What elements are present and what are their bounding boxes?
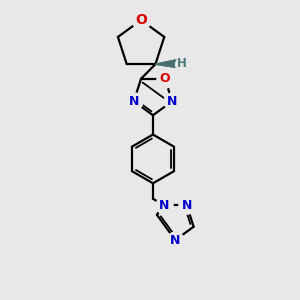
Polygon shape <box>155 60 177 68</box>
Text: O: O <box>160 72 170 85</box>
Text: N: N <box>182 199 192 212</box>
Text: N: N <box>167 95 177 108</box>
Text: N: N <box>129 95 139 108</box>
Text: N: N <box>170 234 181 247</box>
Text: N: N <box>167 95 177 108</box>
Text: H: H <box>177 57 187 70</box>
Text: H: H <box>177 57 187 70</box>
Polygon shape <box>155 60 177 68</box>
Text: O: O <box>135 13 147 27</box>
Text: O: O <box>135 13 147 27</box>
Text: N: N <box>182 199 192 212</box>
Text: N: N <box>159 199 169 212</box>
Text: N: N <box>129 95 139 108</box>
Text: N: N <box>159 199 169 212</box>
Text: N: N <box>170 234 181 247</box>
Text: O: O <box>160 72 170 85</box>
